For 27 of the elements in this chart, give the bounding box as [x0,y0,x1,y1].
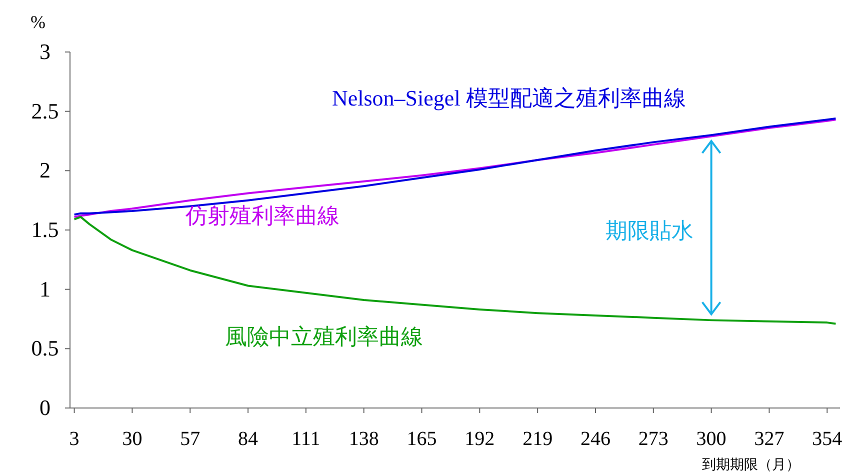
annotation: 期限貼水 [605,218,694,243]
y-tick-label: 0.5 [31,336,59,361]
x-tick-label: 165 [406,428,437,450]
y-tick-label: 0 [40,395,50,420]
x-tick-label: 3 [69,428,80,450]
x-tick-label: 192 [464,428,495,450]
x-tick-label: 138 [348,428,379,450]
series-label: 仿射殖利率曲線 [184,202,340,228]
y-tick-label: 2 [40,158,50,183]
x-tick-label: 57 [180,428,200,450]
x-tick-label: 273 [638,428,668,450]
x-tick-label: 300 [696,428,726,450]
x-tick-label: 30 [122,428,142,450]
y-tick-label: 2.5 [31,98,59,124]
x-tick-label: 327 [754,428,784,450]
x-tick-label: 84 [238,428,258,450]
y-tick-label: 3 [40,39,50,64]
x-tick-label: 219 [522,428,553,450]
series-label: 風險中立殖利率曲線 [225,324,424,349]
x-tick-label: 354 [812,428,842,450]
x-tick-label: 111 [292,428,320,450]
x-tick-label: 246 [580,428,610,450]
x-axis-title: 到期期限（月） [702,457,800,473]
y-tick-label: 1.5 [31,217,59,242]
y-axis-title: % [30,12,46,32]
series-label: Nelson–Siegel 模型配適之殖利率曲線 [332,85,686,110]
y-tick-label: 1 [40,276,50,302]
